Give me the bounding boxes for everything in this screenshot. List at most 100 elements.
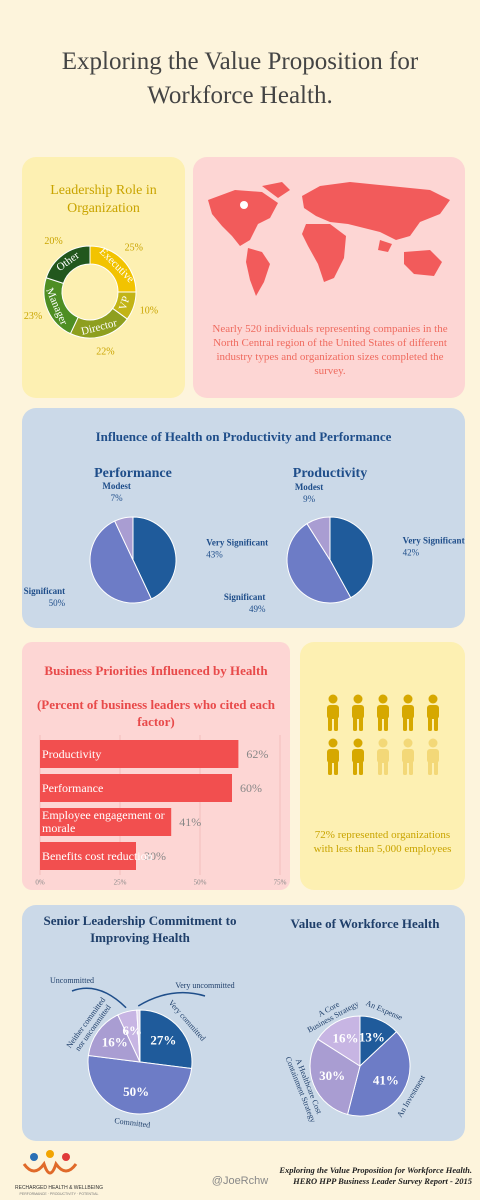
- person-leg: [403, 717, 407, 731]
- person-body: [427, 749, 439, 763]
- person-icon: [327, 738, 339, 775]
- logo-tagline: PERFORMANCE · PRODUCTIVITY · POTENTIAL: [19, 1192, 99, 1196]
- person-body: [402, 705, 414, 719]
- person-leg: [434, 761, 438, 775]
- category-label: Significant: [24, 586, 66, 596]
- value-label: 23%: [24, 311, 42, 322]
- bar-category-label: Employee engagement or morale: [42, 808, 165, 835]
- arrow: [137, 991, 206, 1007]
- panel: [300, 642, 465, 890]
- person-icon: [377, 694, 389, 731]
- person-body: [427, 705, 439, 719]
- person-icon: [352, 694, 364, 731]
- value-label: 41%: [179, 815, 201, 829]
- employee-text: 72% represented organizations with less …: [313, 829, 452, 855]
- logo: [22, 1150, 78, 1175]
- person-leg: [328, 717, 332, 731]
- person-leg: [384, 717, 388, 731]
- person-head: [328, 694, 338, 704]
- pie-slice: [286, 523, 352, 604]
- value-label: 9%: [303, 494, 316, 504]
- person-head: [378, 694, 388, 704]
- world-map: [208, 182, 450, 296]
- arrow: [71, 987, 127, 1009]
- pie-slice: [346, 1031, 411, 1117]
- person-icon: [427, 694, 439, 731]
- chart-title: Value of Workforce Health: [290, 916, 440, 931]
- chart-title: Senior Leadership Commitment to Improvin…: [43, 913, 237, 945]
- person-body: [352, 749, 364, 763]
- value-label: 20%: [44, 236, 62, 247]
- value-label: 42%: [403, 547, 420, 557]
- person-leg: [359, 717, 363, 731]
- person-leg: [384, 761, 388, 775]
- source-title: Exploring the Value Proposition for Work…: [279, 1165, 472, 1175]
- person-leg: [434, 717, 438, 731]
- value-label: 6%: [122, 1023, 142, 1038]
- person-leg: [328, 761, 332, 775]
- chart-title: Business Priorities Influenced by Health: [44, 663, 268, 678]
- value-label: 60%: [240, 781, 262, 795]
- value-label: 41%: [373, 1072, 399, 1087]
- handle: @JoeRchw: [211, 1175, 269, 1187]
- category-label: VP: [117, 295, 133, 312]
- pie-slice: [139, 1009, 193, 1070]
- person-head: [353, 738, 363, 748]
- pie-slice: [132, 516, 177, 600]
- category-label: Very Significant: [403, 535, 465, 545]
- person-icon: [352, 738, 364, 775]
- pie-slice: [309, 1038, 361, 1116]
- chart-title: Leadership Role in Organization: [50, 183, 157, 216]
- value-label: 50%: [123, 1084, 149, 1099]
- category-label: Modest: [295, 482, 324, 492]
- main-title: Exploring the Value Proposition for Work…: [61, 48, 419, 109]
- bar: [40, 842, 136, 870]
- value-label: 7%: [111, 493, 124, 503]
- person-leg: [409, 717, 413, 731]
- person-body: [327, 705, 339, 719]
- value-label: 27%: [150, 1032, 176, 1047]
- person-head: [428, 738, 438, 748]
- source-report: HERO HPP Business Leader Survey Report -…: [293, 1176, 472, 1186]
- value-label: 50%: [49, 598, 66, 608]
- person-head: [403, 694, 413, 704]
- chart-title: Productivity: [292, 466, 368, 481]
- person-body: [352, 705, 364, 719]
- bar-category-label: Productivity: [42, 746, 102, 761]
- category-label: Very Significant: [206, 538, 268, 548]
- person-icon: [327, 694, 339, 731]
- pie-slice: [329, 516, 374, 599]
- category-label: Uncommitted: [50, 976, 94, 985]
- person-head: [428, 694, 438, 704]
- chart-title: Performance: [94, 466, 172, 481]
- panel: [22, 157, 185, 398]
- person-leg: [334, 761, 338, 775]
- bar-category-label: Benefits cost reduction: [42, 848, 153, 863]
- bar-category-label: Performance: [42, 780, 104, 795]
- pie-slice: [89, 520, 152, 604]
- category-label: Committed: [114, 1116, 151, 1129]
- person-head: [353, 694, 363, 704]
- person-body: [377, 705, 389, 719]
- pie-slice: [136, 1009, 141, 1063]
- chart-subtitle: (Percent of business leaders who cited e…: [36, 697, 276, 729]
- pie-slice: [306, 516, 331, 562]
- person-head: [328, 738, 338, 748]
- person-leg: [353, 717, 357, 731]
- person-leg: [428, 717, 432, 731]
- x-tick-label: 50%: [194, 879, 207, 887]
- value-label: 13%: [359, 1029, 385, 1044]
- person-leg: [353, 761, 357, 775]
- person-head: [403, 738, 413, 748]
- pie-slice: [317, 1015, 361, 1067]
- person-leg: [359, 761, 363, 775]
- person-icon: [427, 738, 439, 775]
- value-label: 16%: [102, 1035, 128, 1050]
- person-icon: [377, 738, 389, 775]
- person-icon: [402, 738, 414, 775]
- logo-name: RECHARGED HEALTH & WELLBEING: [15, 1185, 103, 1191]
- person-leg: [378, 717, 382, 731]
- person-body: [402, 749, 414, 763]
- bar: [40, 774, 232, 802]
